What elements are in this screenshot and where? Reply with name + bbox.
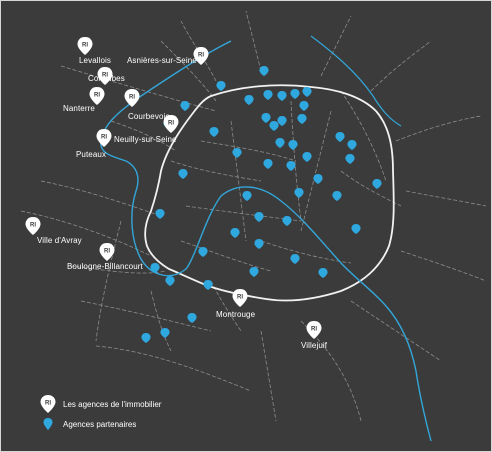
partner-pin-icon[interactable]	[155, 209, 165, 219]
partner-pin-icon[interactable]	[198, 247, 208, 257]
legend-row-agency: RI Les agences de l'immobilier	[39, 395, 161, 413]
agency-pin-icon[interactable]: RI	[163, 115, 179, 133]
agency-label: Ville d'Avray	[37, 236, 82, 245]
svg-text:RI: RI	[237, 295, 243, 301]
partner-pin-icon[interactable]	[187, 313, 197, 323]
partner-pin-icon[interactable]	[261, 113, 271, 123]
partner-pin-icon[interactable]	[335, 132, 345, 142]
agency-label: Puteaux	[76, 150, 107, 159]
svg-text:RI: RI	[104, 249, 110, 255]
partner-pin-icon[interactable]	[178, 169, 188, 179]
svg-text:RI: RI	[101, 135, 107, 141]
agency-pin-icon[interactable]: RI	[77, 37, 93, 55]
partner-pin-icon[interactable]	[332, 191, 342, 201]
legend-row-partner: Agences partenaires	[39, 415, 136, 433]
svg-text:RI: RI	[198, 53, 204, 59]
partner-pin-icon[interactable]	[351, 224, 361, 234]
agency-pin-icon[interactable]: RI	[306, 321, 322, 339]
partner-pin-icon[interactable]	[254, 239, 264, 249]
agency-label: Montrouge	[216, 310, 256, 319]
map-legend: RI Les agences de l'immobilier Agences p…	[39, 395, 259, 435]
partner-pin-icon[interactable]	[259, 66, 269, 76]
agency-pin-icon[interactable]: RI	[25, 217, 41, 235]
agency-label: Nanterre	[63, 104, 95, 113]
svg-text:RI: RI	[168, 121, 174, 127]
partner-pin-icon[interactable]	[347, 140, 357, 150]
partner-pin-icon[interactable]	[345, 154, 355, 164]
agency-label: Villejuif	[301, 341, 328, 350]
partner-pin-icon[interactable]	[216, 81, 226, 91]
partner-pin-icon[interactable]	[302, 152, 312, 162]
agency-label: Colombes	[88, 74, 125, 83]
svg-text:RI: RI	[94, 93, 100, 99]
agency-pin-icon[interactable]: RI	[97, 67, 113, 85]
legend-partner-label: Agences partenaires	[63, 419, 137, 429]
partner-pin-icon[interactable]	[230, 228, 240, 238]
partner-pin-icon[interactable]	[275, 138, 285, 148]
partner-pin-icon[interactable]	[254, 212, 264, 222]
svg-text:RI: RI	[311, 327, 317, 333]
partner-pin-icon[interactable]	[263, 90, 273, 100]
svg-text:RI: RI	[45, 401, 51, 407]
partner-pin-icon[interactable]	[209, 127, 219, 137]
agency-label: Neuilly-sur-Seine	[114, 135, 177, 144]
agency-label: Boulogne-Billancourt	[67, 262, 143, 271]
partner-pin-icon[interactable]	[242, 191, 252, 201]
partner-pin-icon[interactable]	[290, 89, 300, 99]
partner-pin-icon[interactable]	[288, 140, 298, 150]
partner-pin-icon[interactable]	[282, 216, 292, 226]
legend-agency-label: Les agences de l'immobilier	[63, 399, 162, 409]
partner-pin-icon[interactable]	[372, 179, 382, 189]
seine-river-branch	[310, 35, 402, 127]
partner-pin-icon[interactable]	[203, 280, 213, 290]
partner-pin-icon[interactable]	[297, 114, 307, 124]
city-boundary	[144, 84, 395, 302]
partner-pin-icon[interactable]	[180, 101, 190, 111]
agency-pin-icon[interactable]: RI	[89, 87, 105, 105]
svg-text:RI: RI	[30, 223, 36, 229]
agency-pin-icon[interactable]: RI	[124, 89, 140, 107]
partner-pin-icon[interactable]	[294, 188, 304, 198]
partner-pin-icon[interactable]	[313, 174, 323, 184]
partner-pin-icon[interactable]	[318, 268, 328, 278]
partner-pin-icon[interactable]	[244, 95, 254, 105]
partner-pin-icon[interactable]	[141, 333, 151, 343]
agency-label: Levallois	[79, 56, 112, 65]
agency-pin-icon[interactable]: RI	[232, 289, 248, 307]
partner-pin-icon[interactable]	[299, 101, 309, 111]
agency-pin-icon[interactable]: RI	[96, 129, 112, 147]
partner-pin-icon[interactable]	[286, 161, 296, 171]
partner-pin-icon[interactable]	[232, 148, 242, 158]
partner-pin-icon[interactable]	[302, 87, 312, 97]
svg-text:RI: RI	[102, 73, 108, 79]
partner-pin-icon[interactable]	[165, 276, 175, 286]
partner-pin-icon[interactable]	[150, 263, 160, 273]
agency-pin-icon: RI	[40, 395, 56, 413]
agency-pin-icon[interactable]: RI	[99, 243, 115, 261]
partner-pin-icon[interactable]	[269, 121, 279, 131]
partner-pin-icon[interactable]	[263, 159, 273, 169]
partner-pin-icon	[43, 418, 53, 430]
agency-label: Asnières-sur-Seine	[127, 56, 197, 65]
partner-pin-icon[interactable]	[290, 254, 300, 264]
svg-text:RI: RI	[82, 43, 88, 49]
agency-label: Courbevoie	[128, 112, 170, 121]
partner-pin-icon[interactable]	[277, 116, 287, 126]
partner-pin-icon[interactable]	[160, 328, 170, 338]
svg-text:RI: RI	[129, 95, 135, 101]
partner-pin-icon[interactable]	[277, 91, 287, 101]
partner-pin-icon[interactable]	[249, 267, 259, 277]
agency-pin-icon[interactable]: RI	[193, 47, 209, 65]
